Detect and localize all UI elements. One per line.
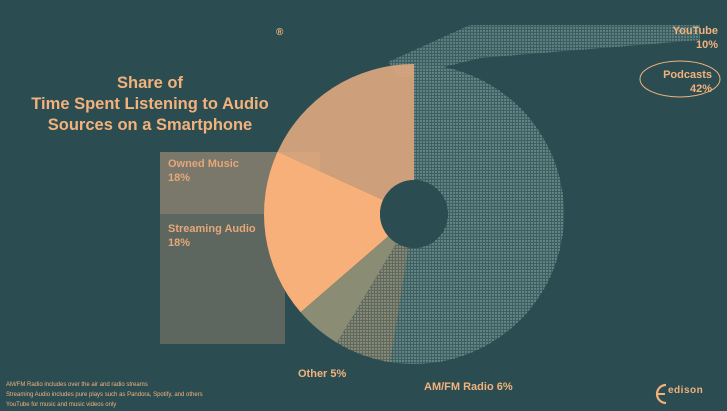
slice-am-fm-radio-6 (336, 243, 409, 363)
label-youtube-name: YouTube (672, 25, 718, 37)
footnote-2: Streaming Audio includes pure plays such… (6, 392, 203, 398)
youtube-ribbon (388, 25, 700, 78)
slice-other-5 (300, 236, 397, 343)
title-line-1: Share of (116, 74, 184, 92)
streaming-audio-box (160, 214, 285, 344)
registered-mark: ® (276, 27, 284, 38)
title-line-3: Sources on a Smartphone (47, 116, 253, 134)
footnote-3: YouTube for music and music videos only (6, 402, 117, 408)
label-amfm-radio: AM/FM Radio 6% (424, 381, 513, 393)
logo-text: edison (668, 385, 704, 396)
label-streaming-audio-name: Streaming Audio (168, 223, 256, 235)
label-owned-music-value: 18% (168, 172, 191, 184)
label-podcasts-value: 42% (689, 83, 712, 95)
label-podcasts-name: Podcasts (663, 69, 712, 81)
label-podcasts: Podcasts 42% (650, 68, 712, 96)
slice-youtube (414, 64, 503, 187)
donut-hole (380, 180, 448, 248)
title-line-2: Time Spent Listening to Audio (31, 95, 269, 113)
label-streaming-audio-value: 18% (168, 237, 191, 249)
slice-streaming-audio (264, 151, 389, 313)
label-other: Other 5% (298, 368, 347, 380)
slice-podcasts (390, 93, 564, 364)
slice-owned-music (277, 64, 414, 200)
label-youtube-value: 10% (695, 39, 718, 51)
edison-logo-icon (655, 383, 667, 405)
footnote-1: AM/FM Radio includes over the air and ra… (6, 382, 148, 388)
label-owned-music: Owned Music 18% (168, 157, 239, 185)
chart-title: Share of Time Spent Listening to Audio S… (0, 73, 300, 136)
label-owned-music-name: Owned Music (168, 158, 239, 170)
label-streaming-audio: Streaming Audio 18% (168, 222, 256, 250)
footnotes: AM/FM Radio includes over the air and ra… (6, 380, 203, 410)
label-youtube: YouTube 10% (640, 24, 718, 52)
podcasts-ellipse (639, 60, 721, 98)
